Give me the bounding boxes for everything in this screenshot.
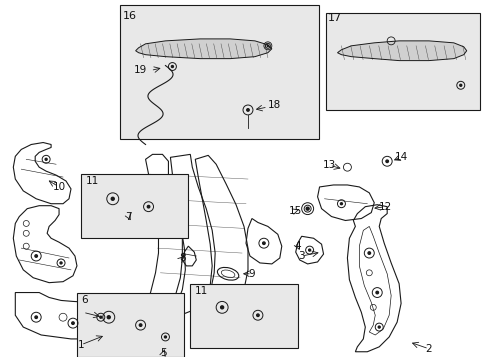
Text: 9: 9 <box>248 269 255 279</box>
Circle shape <box>164 336 166 338</box>
Circle shape <box>375 291 378 294</box>
Circle shape <box>107 316 110 319</box>
Circle shape <box>377 326 380 328</box>
Text: 18: 18 <box>267 100 281 110</box>
Text: 14: 14 <box>394 152 407 162</box>
Text: 10: 10 <box>52 182 65 192</box>
Circle shape <box>111 197 114 200</box>
Bar <box>190 284 297 348</box>
Text: 5: 5 <box>160 348 166 358</box>
Circle shape <box>35 255 38 257</box>
Circle shape <box>459 84 461 86</box>
Bar <box>77 293 184 357</box>
Circle shape <box>367 252 370 254</box>
Circle shape <box>385 160 387 162</box>
Circle shape <box>35 316 38 319</box>
Bar <box>325 13 479 110</box>
Circle shape <box>340 203 342 205</box>
Text: 11: 11 <box>86 176 99 186</box>
Text: 6: 6 <box>81 294 87 305</box>
Circle shape <box>267 45 268 46</box>
Text: 16: 16 <box>122 11 137 21</box>
Circle shape <box>308 249 310 251</box>
Circle shape <box>256 314 259 316</box>
Polygon shape <box>135 39 271 59</box>
Circle shape <box>100 316 102 318</box>
Circle shape <box>246 109 249 111</box>
Text: 8: 8 <box>179 253 185 263</box>
Text: 3: 3 <box>298 251 305 261</box>
Circle shape <box>171 66 173 68</box>
Circle shape <box>147 206 149 208</box>
Text: 4: 4 <box>294 241 301 251</box>
Text: 17: 17 <box>327 13 341 23</box>
Text: 7: 7 <box>125 212 132 221</box>
Circle shape <box>139 324 142 327</box>
Circle shape <box>305 207 308 210</box>
Text: 12: 12 <box>378 202 391 212</box>
Circle shape <box>220 306 223 309</box>
Text: 1: 1 <box>78 340 84 350</box>
Circle shape <box>262 242 264 244</box>
Text: 19: 19 <box>134 66 147 76</box>
Polygon shape <box>337 41 466 60</box>
Circle shape <box>45 158 47 160</box>
Text: 13: 13 <box>322 160 335 170</box>
Circle shape <box>72 322 74 324</box>
Circle shape <box>306 208 308 210</box>
Text: 11: 11 <box>195 285 208 296</box>
Text: 2: 2 <box>425 344 431 354</box>
Text: 15: 15 <box>288 206 302 216</box>
Bar <box>81 174 188 238</box>
Bar <box>120 5 318 139</box>
Circle shape <box>60 262 62 264</box>
